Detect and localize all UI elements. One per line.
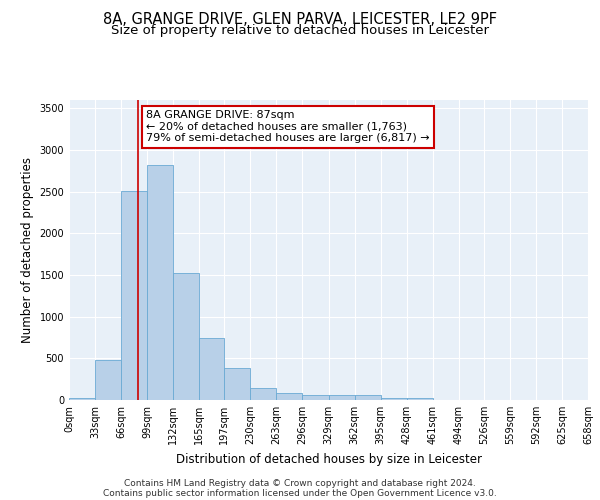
Bar [95, 360, 121, 400]
Bar [407, 398, 433, 400]
Y-axis label: Number of detached properties: Number of detached properties [21, 157, 34, 343]
Text: Contains public sector information licensed under the Open Government Licence v3: Contains public sector information licen… [103, 488, 497, 498]
Bar [224, 368, 250, 400]
Bar [147, 165, 173, 400]
Text: Contains HM Land Registry data © Crown copyright and database right 2024.: Contains HM Land Registry data © Crown c… [124, 478, 476, 488]
Bar [69, 398, 95, 400]
Text: 8A GRANGE DRIVE: 87sqm
← 20% of detached houses are smaller (1,763)
79% of semi-: 8A GRANGE DRIVE: 87sqm ← 20% of detached… [146, 110, 430, 143]
Text: 8A, GRANGE DRIVE, GLEN PARVA, LEICESTER, LE2 9PF: 8A, GRANGE DRIVE, GLEN PARVA, LEICESTER,… [103, 12, 497, 28]
Bar [121, 191, 147, 400]
Bar [199, 338, 224, 400]
Bar [380, 398, 407, 400]
X-axis label: Distribution of detached houses by size in Leicester: Distribution of detached houses by size … [176, 452, 482, 466]
Bar [329, 396, 355, 400]
Bar [250, 388, 277, 400]
Bar [302, 396, 329, 400]
Bar [277, 394, 302, 400]
Bar [173, 274, 199, 400]
Text: Size of property relative to detached houses in Leicester: Size of property relative to detached ho… [111, 24, 489, 37]
Bar [355, 396, 380, 400]
